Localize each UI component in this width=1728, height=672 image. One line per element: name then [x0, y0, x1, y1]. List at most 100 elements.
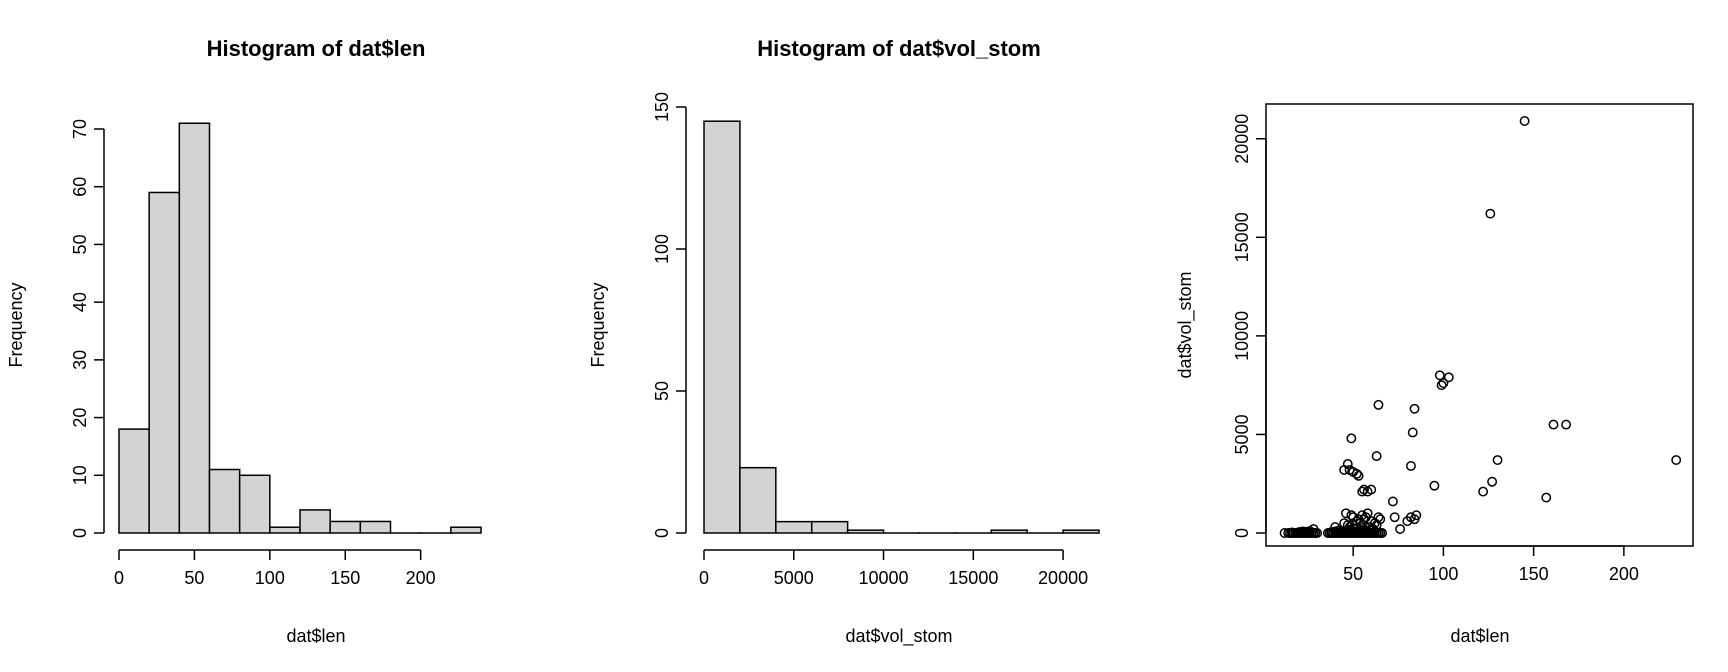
histogram-len-bar — [269, 526, 301, 534]
histogram-vol-stom-bar — [703, 120, 741, 534]
histogram-len-y-tick-label: 50 — [70, 234, 90, 254]
scatter-points — [1279, 116, 1682, 538]
scatter-point — [1308, 524, 1319, 535]
scatter-point — [1357, 486, 1368, 497]
histogram-len-y-tick-label: 10 — [70, 465, 90, 485]
scatter-y-tick-label: 15000 — [1232, 212, 1252, 262]
histogram-len-x-tick-label: 100 — [255, 568, 285, 588]
histogram-vol-stom-ylabel: Frequency — [588, 282, 608, 367]
histogram-len-bar — [208, 468, 241, 534]
scatter-y-tick-label: 10000 — [1232, 311, 1252, 361]
scatter-point — [1402, 516, 1413, 527]
scatter-point — [1346, 433, 1357, 444]
histogram-len-y-tick-label: 30 — [70, 350, 90, 370]
histogram-len-bar — [359, 520, 392, 534]
scatter-point — [1341, 508, 1351, 519]
scatter-x-tick-label: 150 — [1519, 564, 1549, 584]
scatter-point — [1346, 510, 1357, 521]
histogram-vol-stom-xlabel: dat$vol_stom — [845, 626, 952, 647]
scatter-point — [1492, 455, 1503, 466]
scatter-point — [1389, 512, 1400, 523]
histogram-vol-stom-y-tick-label: 150 — [652, 92, 672, 122]
scatter-point — [1339, 464, 1350, 475]
scatter-point — [1405, 461, 1416, 471]
scatter-point — [1353, 470, 1364, 481]
scatter-point — [1409, 514, 1420, 525]
scatter-point — [1485, 208, 1496, 219]
scatter-point — [1373, 399, 1384, 410]
histogram-len-bar — [450, 526, 482, 534]
scatter-point — [1286, 527, 1297, 538]
scatter-point — [1360, 526, 1371, 536]
histogram-len-y-tick-label: 70 — [70, 119, 90, 139]
scatter-point — [1371, 451, 1382, 462]
scatter-y-tick-label: 0 — [1232, 528, 1252, 538]
histogram-vol-stom-bar — [775, 520, 813, 534]
histogram-vol-stom-bar — [846, 529, 885, 534]
histogram-vol-stom-x-tick-label: 10000 — [859, 568, 909, 588]
scatter-point — [1436, 380, 1447, 391]
histogram-len-title: Histogram of dat$len — [207, 36, 426, 61]
histogram-vol-stom-axes: 0 5000 10000 15000 20000 0 50 100 150 — [652, 92, 1088, 588]
scatter-point — [1330, 526, 1341, 537]
histogram-len-x-tick-label: 0 — [114, 568, 124, 588]
scatter-x-tick-label: 50 — [1343, 564, 1363, 584]
scatter-xlabel: dat$len — [1450, 626, 1509, 646]
histogram-len-x-tick-label: 200 — [406, 568, 436, 588]
histogram-len-y-tick-label: 40 — [70, 292, 90, 312]
scatter-point — [1342, 520, 1353, 531]
histogram-vol-stom-x-tick-label: 0 — [699, 568, 709, 588]
scatter-axes: 50 100 150 200 0 5000 10000 15000 20000 — [1232, 114, 1639, 584]
scatter-point — [1344, 522, 1355, 533]
histogram-vol-stom-bars — [703, 120, 1100, 534]
histogram-vol-stom-x-tick-label: 15000 — [948, 568, 998, 588]
histogram-len-bar — [299, 509, 331, 534]
scatter-y-tick-label: 5000 — [1232, 414, 1252, 454]
scatter-point — [1366, 484, 1377, 495]
scatter-point — [1407, 427, 1418, 438]
scatter-point — [1351, 468, 1362, 479]
histogram-len-bar — [148, 191, 181, 534]
scatter-point — [1387, 496, 1398, 507]
histogram-len-xlabel: dat$len — [286, 626, 345, 646]
histogram-len-ylabel: Frequency — [6, 282, 26, 367]
histogram-len-panel: Histogram of dat$len dat$len Frequency 0… — [6, 36, 482, 646]
scatter-point — [1409, 403, 1420, 414]
scatter-point — [1359, 514, 1369, 525]
histogram-len-y-tick-label: 20 — [70, 408, 90, 428]
histogram-len-bar — [329, 520, 362, 534]
histogram-vol-stom-panel: Histogram of dat$vol_stom dat$vol_stom F… — [588, 36, 1100, 647]
scatter-point — [1519, 116, 1530, 126]
scatter-ylabel: dat$vol_stom — [1175, 271, 1196, 378]
scatter-point — [1548, 419, 1559, 430]
scatter-point — [1478, 486, 1489, 497]
histogram-vol-stom-title: Histogram of dat$vol_stom — [757, 36, 1041, 61]
scatter-point — [1330, 522, 1341, 533]
histogram-vol-stom-y-tick-label: 100 — [652, 234, 672, 264]
histogram-len-axes: 0 50 100 150 200 0 10 20 30 40 50 60 70 — [70, 119, 436, 588]
scatter-panel: dat$len dat$vol_stom 50 100 150 200 0 5000 100… — [1175, 103, 1694, 646]
scatter-point — [1294, 527, 1304, 537]
scatter-point — [1671, 455, 1682, 466]
histogram-vol-stom-x-tick-label: 20000 — [1038, 568, 1088, 588]
histogram-vol-stom-y-tick-label: 0 — [652, 528, 672, 538]
histogram-vol-stom-y-tick-label: 50 — [652, 381, 672, 401]
histogram-len-x-tick-label: 150 — [330, 568, 360, 588]
scatter-point — [1438, 378, 1449, 389]
scatter-point — [1375, 514, 1386, 525]
scatter-y-tick-label: 20000 — [1232, 114, 1252, 164]
histogram-len-bars — [118, 122, 482, 534]
scatter-point — [1561, 419, 1572, 430]
scatter-x-tick-label: 200 — [1609, 564, 1639, 584]
scatter-point — [1429, 480, 1440, 491]
scatter-point — [1373, 512, 1384, 523]
scatter-point — [1297, 526, 1308, 537]
scatter-point — [1395, 524, 1406, 535]
scatter-x-tick-label: 100 — [1428, 564, 1458, 584]
histogram-len-bar — [238, 474, 271, 534]
histogram-vol-stom-bar — [1062, 529, 1100, 534]
histogram-len-y-tick-label: 0 — [70, 528, 90, 538]
scatter-point — [1350, 524, 1360, 535]
